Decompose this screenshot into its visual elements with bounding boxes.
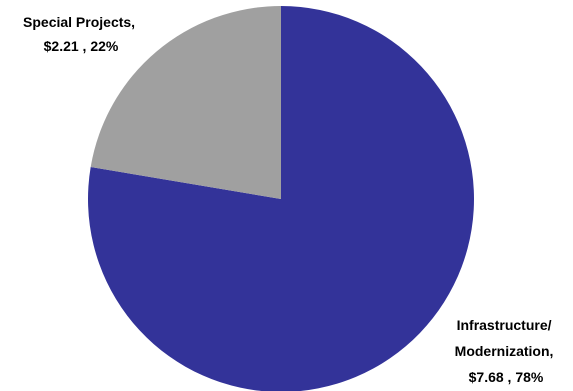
pie-slice-special-projects [90,6,282,199]
slice-label-infrastructure-line-3: $7.68 , 78% [469,369,544,385]
slice-label-special-projects: Special Projects, $2.21 , 22% [23,14,139,54]
slice-label-infrastructure-line-1: Infrastructure/ [457,317,552,333]
slice-label-special-projects-line-1: Special Projects, [23,14,135,30]
pie-slice-infrastructure-modernization [88,6,474,391]
slice-label-infrastructure: Infrastructure/ Modernization, $7.68 , 7… [455,317,558,385]
slice-label-infrastructure-line-2: Modernization, [455,343,554,359]
pie-slices [88,6,474,391]
slice-label-special-projects-line-2: $2.21 , 22% [44,38,119,54]
